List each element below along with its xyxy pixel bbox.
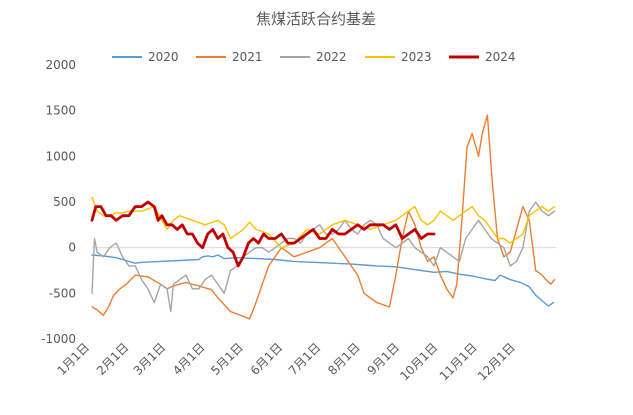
x-tick-label: 3月1日 bbox=[131, 340, 169, 378]
x-tick-label: 12月1日 bbox=[475, 340, 518, 383]
x-tick-label: 8月1日 bbox=[325, 340, 363, 378]
y-tick-label: -500 bbox=[49, 286, 76, 300]
x-axis-ticks: 1月1日 2月1日 3月1日 4月1日 5月1日 6月1日 7月1日 8月1日 9月1日10月1… bbox=[54, 340, 518, 383]
series-line-2020 bbox=[91, 254, 555, 307]
y-axis-ticks: 2000 1500 1000 500 0 -500 -1000 bbox=[41, 58, 76, 346]
series-line-2022 bbox=[91, 201, 556, 313]
x-tick-label: 10月1日 bbox=[397, 340, 440, 383]
series-line-2023 bbox=[91, 196, 556, 249]
chart-title: 焦煤活跃合约基差 bbox=[256, 10, 376, 28]
x-tick-label: 6月1日 bbox=[248, 340, 286, 378]
y-tick-label: -1000 bbox=[41, 332, 76, 346]
x-tick-label: 2月1日 bbox=[94, 340, 132, 378]
legend-label-2024: 2024 bbox=[485, 50, 516, 64]
x-tick-label: 11月1日 bbox=[437, 340, 480, 383]
y-tick-label: 0 bbox=[68, 241, 76, 255]
x-tick-label: 5月1日 bbox=[208, 340, 246, 378]
legend-label-2023: 2023 bbox=[401, 50, 432, 64]
x-tick-label: 7月1日 bbox=[286, 340, 324, 378]
x-tick-label: 9月1日 bbox=[365, 340, 403, 378]
y-tick-label: 1000 bbox=[45, 149, 76, 163]
series-line-2024 bbox=[90, 200, 436, 268]
x-tick-label: 4月1日 bbox=[170, 340, 208, 378]
series-line-2021 bbox=[91, 114, 556, 320]
legend-label-2020: 2020 bbox=[148, 50, 179, 64]
legend-label-2022: 2022 bbox=[316, 50, 347, 64]
y-tick-label: 2000 bbox=[45, 58, 76, 72]
legend-label-2021: 2021 bbox=[232, 50, 263, 64]
series-layer bbox=[90, 114, 556, 320]
y-tick-label: 1500 bbox=[45, 104, 76, 118]
y-tick-label: 500 bbox=[53, 195, 76, 209]
legend: 2020 2021 2022 2023 2024 bbox=[112, 50, 516, 64]
